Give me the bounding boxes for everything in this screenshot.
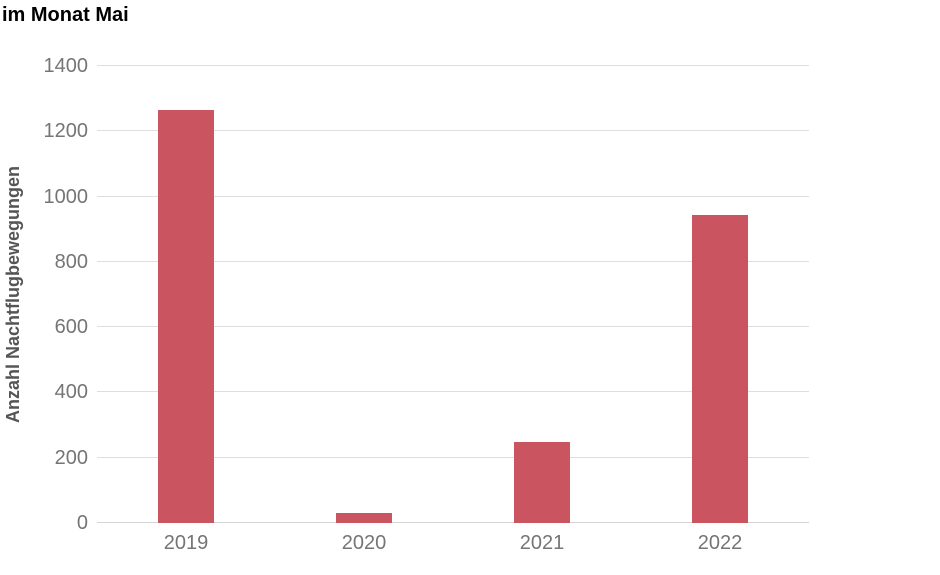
gridline-y-1400 xyxy=(97,65,809,66)
gridline-y-600 xyxy=(97,326,809,328)
y-tick-label-800: 800 xyxy=(54,250,88,273)
x-tick-label-2020: 2020 xyxy=(341,532,387,554)
y-tick-label-200: 200 xyxy=(54,446,88,469)
bar-2022[interactable] xyxy=(692,214,748,523)
y-tick-label-0: 0 xyxy=(76,512,88,534)
gridline-y-0 xyxy=(97,522,809,523)
chart-title: im Monat Mai xyxy=(2,4,129,26)
gridline-y-400 xyxy=(97,391,809,393)
y-tick-label-400: 400 xyxy=(54,381,88,404)
y-tick-label-1400: 1400 xyxy=(43,55,89,77)
plot-area: 0 200 400 600 800 1000 1200 1400 2019 2020 2021 202… xyxy=(44,55,809,554)
y-tick-label-600: 600 xyxy=(54,316,88,339)
gridline-y-800 xyxy=(97,260,809,262)
gridline-y-1200 xyxy=(97,130,809,132)
y-tick-label-1200: 1200 xyxy=(43,120,89,143)
x-tick-label-2021: 2021 xyxy=(519,532,565,554)
x-tick-label-2022: 2022 xyxy=(697,532,743,554)
bar-2020[interactable] xyxy=(336,513,392,523)
bar-2019[interactable] xyxy=(158,110,214,523)
gridline-y-1000 xyxy=(97,195,809,197)
y-tick-label-1000: 1000 xyxy=(43,185,89,208)
gridline-y-200 xyxy=(97,456,809,458)
bar-2021[interactable] xyxy=(514,442,570,523)
x-tick-label-2019: 2019 xyxy=(163,532,209,554)
